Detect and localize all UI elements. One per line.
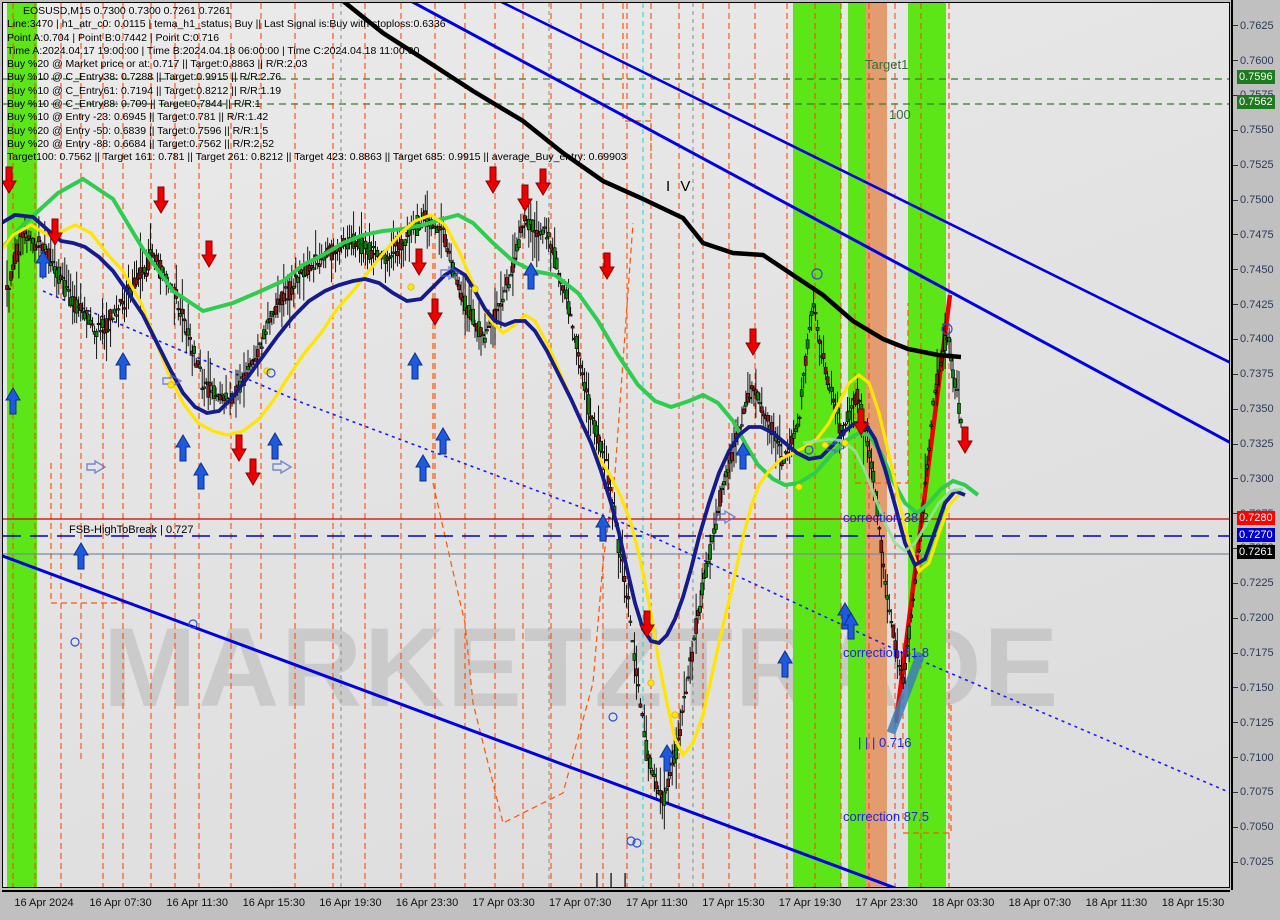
- price-tick-label: 0.7200: [1240, 612, 1274, 625]
- price-tick-label: 0.7400: [1240, 333, 1274, 346]
- price-tick-0: 0.7625: [1233, 20, 1274, 32]
- price-tick-1: 0.7600: [1233, 55, 1274, 67]
- time-tick-9: 17 Apr 15:30: [702, 897, 765, 909]
- time-tick-10: 17 Apr 19:30: [778, 897, 842, 909]
- price-tick-label: 0.7600: [1240, 54, 1274, 67]
- price-scale[interactable]: 0.76250.76000.75750.75500.75250.75000.74…: [1231, 0, 1280, 890]
- time-tick-1: 16 Apr 07:30: [89, 897, 152, 909]
- price-tick-label: 0.7100: [1240, 751, 1274, 764]
- price-tick-18: 0.7175: [1233, 647, 1274, 659]
- price-tick-8: 0.7425: [1233, 299, 1274, 311]
- price-marker-0.7270[interactable]: 0.7270: [1237, 528, 1275, 542]
- time-tick-0: 16 Apr 2024: [14, 897, 74, 909]
- price-tick-label: 0.7625: [1240, 19, 1274, 32]
- price-tick-23: 0.7050: [1233, 821, 1274, 833]
- price-tick-label: 0.7500: [1240, 194, 1274, 207]
- price-marker-0.7280[interactable]: 0.7280: [1237, 511, 1275, 525]
- price-tick-24: 0.7025: [1233, 856, 1274, 868]
- chart-plot-area[interactable]: MARKETZTRADE: [2, 2, 1230, 888]
- correction-618-label: correction 61.8: [843, 645, 929, 660]
- price-tick-7: 0.7450: [1233, 264, 1274, 276]
- time-tick-11: 17 Apr 23:30: [855, 897, 918, 909]
- level-100-label: 100: [889, 107, 911, 122]
- session-band-3: [848, 3, 866, 887]
- price-tick-11: 0.7350: [1233, 403, 1274, 415]
- price-tick-20: 0.7125: [1233, 717, 1274, 729]
- price-tick-label: 0.7475: [1240, 228, 1274, 241]
- price-tick-3: 0.7550: [1233, 124, 1274, 136]
- price-tick-21: 0.7100: [1233, 752, 1274, 764]
- time-tick-4: 16 Apr 19:30: [319, 897, 382, 909]
- price-tick-22: 0.7075: [1233, 786, 1274, 798]
- fractal-stars: [167, 283, 849, 719]
- ma-green: [3, 176, 980, 516]
- price-marker-0.7596[interactable]: 0.7596: [1237, 70, 1275, 84]
- time-tick-15: 18 Apr 15:30: [1161, 897, 1225, 909]
- price-tick-10: 0.7375: [1233, 368, 1274, 380]
- fsb-hightobreak-label: FSB-HighToBreak | 0.727: [69, 524, 194, 536]
- order-markers: [70, 268, 953, 848]
- price-marker-0.7562[interactable]: 0.7562: [1237, 95, 1275, 109]
- time-tick-14: 18 Apr 11:30: [1085, 897, 1148, 909]
- ma-navy: [3, 213, 966, 646]
- ma-black-slow: [341, 3, 962, 360]
- buy-arrows: [5, 250, 859, 772]
- price-tick-label: 0.7050: [1240, 821, 1274, 834]
- time-scale[interactable]: 16 Apr 2024 16 Apr 07:30 16 Apr 11:30 16 Ap…: [0, 890, 1280, 920]
- point-c-label: | | | 0.716: [858, 735, 912, 750]
- time-tick-13: 18 Apr 07:30: [1008, 897, 1071, 909]
- price-tick-5: 0.7500: [1233, 194, 1274, 206]
- session-band-0: [7, 3, 37, 887]
- time-tick-3: 16 Apr 15:30: [242, 897, 305, 909]
- wave-marks-label: | | |: [595, 871, 631, 887]
- price-tick-label: 0.7325: [1240, 437, 1274, 450]
- price-tick-label: 0.7450: [1240, 263, 1274, 276]
- target1-label: Target1: [865, 57, 909, 72]
- time-tick-12: 18 Apr 03:30: [931, 897, 995, 909]
- price-tick-9: 0.7400: [1233, 333, 1274, 345]
- price-tick-label: 0.7375: [1240, 368, 1274, 381]
- price-tick-16: 0.7225: [1233, 577, 1274, 589]
- sell-arrows: [3, 166, 973, 638]
- time-tick-5: 16 Apr 23:30: [395, 897, 459, 909]
- price-tick-label: 0.7175: [1240, 647, 1274, 660]
- signal-arrow-layer: [3, 166, 973, 848]
- price-tick-label: 0.7225: [1240, 577, 1274, 590]
- time-tick-8: 17 Apr 11:30: [626, 897, 688, 909]
- price-tick-19: 0.7150: [1233, 682, 1274, 694]
- price-tick-label: 0.7150: [1240, 681, 1274, 694]
- correction-875-label: correction 87.5: [843, 809, 929, 824]
- wave-iv-label: I V: [666, 178, 694, 195]
- price-tick-6: 0.7475: [1233, 229, 1274, 241]
- price-tick-label: 0.7025: [1240, 856, 1274, 869]
- time-tick-6: 17 Apr 03:30: [472, 897, 535, 909]
- moving-average-layer: [3, 3, 980, 758]
- price-tick-4: 0.7525: [1233, 159, 1274, 171]
- price-tick-label: 0.7300: [1240, 472, 1274, 485]
- ma-lightgreen: [802, 437, 964, 553]
- price-tick-13: 0.7300: [1233, 473, 1274, 485]
- time-tick-7: 17 Apr 07:30: [548, 897, 612, 909]
- price-tick-label: 0.7350: [1240, 403, 1274, 416]
- price-marker-0.7261[interactable]: 0.7261: [1237, 545, 1275, 559]
- price-tick-label: 0.7525: [1240, 159, 1274, 172]
- time-scale-separator: [2, 890, 1230, 892]
- chart-canvas: MARKETZTRADE: [3, 3, 1229, 887]
- price-tick-17: 0.7200: [1233, 612, 1274, 624]
- price-tick-label: 0.7425: [1240, 298, 1274, 311]
- time-tick-2: 16 Apr 11:30: [166, 897, 228, 909]
- price-tick-label: 0.7125: [1240, 716, 1274, 729]
- correction-382-label: correction 38.2: [843, 510, 929, 525]
- price-tick-label: 0.7075: [1240, 786, 1274, 799]
- price-tick-label: 0.7550: [1240, 124, 1274, 137]
- price-tick-12: 0.7325: [1233, 438, 1274, 450]
- session-band-4: [908, 3, 946, 887]
